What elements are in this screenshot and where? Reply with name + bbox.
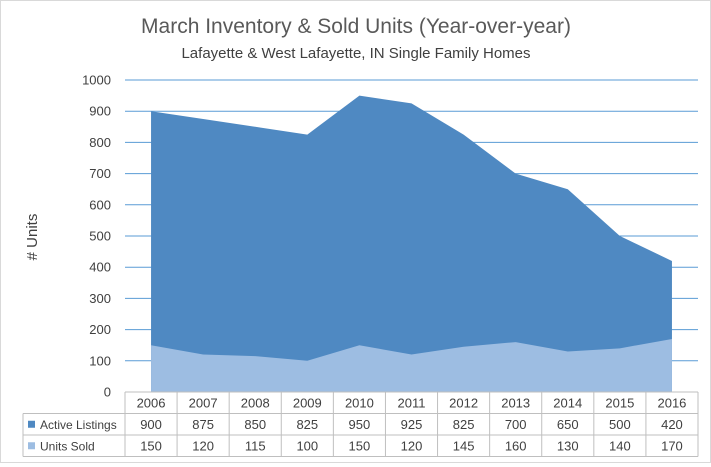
data-label: 120	[401, 438, 423, 453]
chart-subtitle: Lafayette & West Lafayette, IN Single Fa…	[181, 45, 530, 62]
y-tick-label: 800	[89, 135, 111, 150]
y-tick-label: 700	[89, 166, 111, 181]
chart-title: March Inventory & Sold Units (Year-over-…	[141, 15, 571, 38]
data-table: 2006 2007 2008 2009 2010 2011 2012 2013 2014 2015…	[22, 391, 699, 457]
data-label: 130	[557, 438, 579, 453]
data-label: 150	[140, 438, 162, 453]
x-tick-label: 2016	[657, 395, 686, 410]
y-tick-label: 1000	[82, 73, 111, 88]
legend-swatch	[28, 442, 35, 450]
y-axis-label: # Units	[24, 214, 41, 261]
data-label: 825	[453, 417, 475, 432]
y-tick-label: 100	[89, 353, 111, 368]
legend-label: Units Sold	[40, 439, 95, 453]
x-tick-label: 2015	[605, 395, 634, 410]
area-units-sold	[151, 338, 672, 392]
y-axis-ticks: 0 100 200 300 400 500 600 700 800 900 1000	[82, 73, 111, 400]
x-tick-label: 2008	[241, 395, 270, 410]
y-tick-label: 300	[89, 291, 111, 306]
x-tick-label: 2013	[501, 395, 530, 410]
x-tick-label: 2012	[449, 395, 478, 410]
data-label: 950	[349, 417, 371, 432]
data-label: 500	[609, 417, 631, 432]
data-label: 825	[296, 417, 318, 432]
legend-swatch	[28, 420, 35, 428]
data-label: 140	[609, 438, 631, 453]
x-tick-label: 2006	[137, 395, 166, 410]
data-label: 100	[296, 438, 318, 453]
y-tick-label: 200	[89, 322, 111, 337]
x-tick-label: 2007	[189, 395, 218, 410]
x-tick-label: 2010	[345, 395, 374, 410]
data-label: 145	[453, 438, 475, 453]
x-tick-label: 2009	[293, 395, 322, 410]
y-tick-label: 500	[89, 229, 111, 244]
data-label: 925	[401, 417, 423, 432]
data-label: 850	[244, 417, 266, 432]
data-label: 115	[245, 438, 266, 453]
y-tick-label: 400	[89, 260, 111, 275]
data-label: 900	[140, 417, 162, 432]
data-label: 875	[192, 417, 214, 432]
data-label: 650	[557, 417, 579, 432]
x-tick-label: 2014	[553, 395, 582, 410]
data-label: 120	[192, 438, 214, 453]
area-active-listings	[151, 95, 672, 392]
y-tick-label: 900	[89, 104, 111, 119]
plot-areas	[151, 95, 672, 392]
x-tick-label: 2011	[398, 395, 426, 410]
data-label: 170	[661, 438, 683, 453]
legend-label: Active Listings	[40, 418, 117, 432]
data-label: 150	[349, 438, 371, 453]
data-label: 700	[505, 417, 527, 432]
data-label: 160	[505, 438, 527, 453]
data-label: 420	[661, 417, 683, 432]
y-tick-label: 0	[104, 385, 111, 400]
y-tick-label: 600	[89, 197, 111, 212]
